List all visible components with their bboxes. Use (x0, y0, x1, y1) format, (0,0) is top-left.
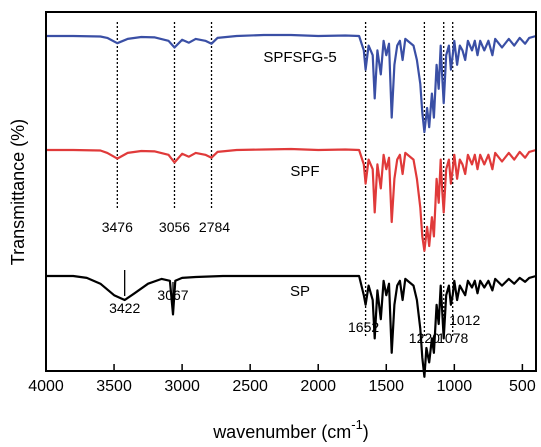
series-line-sp (46, 274, 537, 378)
series-label: SP (290, 283, 310, 300)
series-group (46, 33, 537, 378)
series-label: SPFSFG-5 (263, 49, 336, 66)
peak-label: 1078 (437, 330, 468, 346)
x-tick-label: 2500 (232, 378, 268, 395)
series-line-spfsfg-5 (46, 33, 537, 134)
y-axis-title: Transmittance (%) (8, 119, 28, 265)
x-tick-label: 4000 (28, 378, 64, 395)
series-line-spf (46, 147, 537, 252)
x-tick-label: 1000 (437, 378, 473, 395)
peak-label: 3476 (102, 219, 133, 235)
x-tick-label: 3000 (164, 378, 200, 395)
peak-label: 2784 (199, 219, 230, 235)
peak-label: 3056 (159, 219, 190, 235)
peak-label: 3422 (109, 300, 140, 316)
peak-label: 1012 (449, 312, 480, 328)
x-tick-label: 500 (509, 378, 536, 395)
x-axis-title: wavenumber (cm-1) (212, 417, 369, 442)
x-axis-title-main: wavenumber (cm (212, 422, 351, 442)
series-labels: SPFSFG-5 SPF SP (263, 49, 336, 300)
x-axis-ticks: 4000 3500 3000 2500 2000 1500 1000 500 (28, 364, 536, 395)
series-label: SPF (290, 163, 319, 180)
plot-frame (45, 11, 537, 372)
x-tick-label: 2000 (300, 378, 336, 395)
x-axis-title-close: ) (363, 422, 369, 442)
x-tick-label: 3500 (96, 378, 132, 395)
x-tick-label: 1500 (368, 378, 404, 395)
peak-label: 1220 (409, 330, 440, 346)
peak-label: 1652 (348, 319, 379, 335)
x-axis-title-sup: -1 (351, 417, 363, 432)
peak-label: 3067 (157, 287, 188, 303)
guide-lines (116, 22, 454, 336)
